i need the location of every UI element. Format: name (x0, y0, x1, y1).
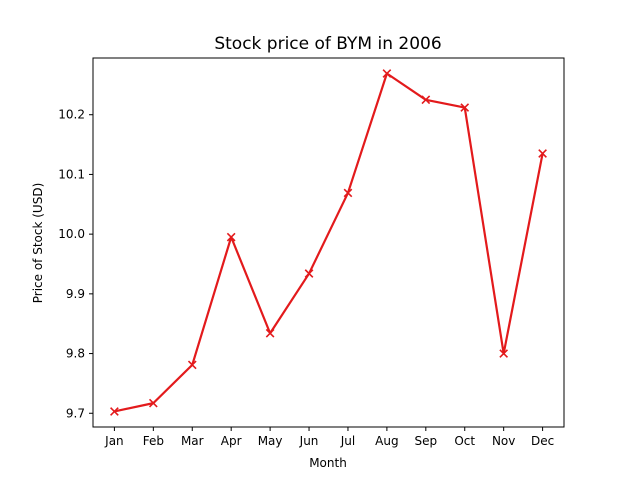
data-point-marker (187, 360, 197, 370)
x-tick-label: Dec (531, 434, 554, 448)
y-tick-label: 10.1 (58, 167, 85, 181)
x-tick-label: Jan (104, 434, 124, 448)
series-layer (110, 69, 547, 416)
plot-frame (92, 57, 565, 428)
x-tick-label: Oct (454, 434, 475, 448)
x-tick-label: May (258, 434, 283, 448)
x-tick-label: Mar (181, 434, 204, 448)
y-axis: 9.7 9.8 9.9 10.0 10.1 10.2 (58, 108, 93, 420)
x-axis-label: Month (309, 456, 347, 470)
data-point-marker (382, 69, 392, 78)
x-tick-label: Nov (492, 434, 515, 448)
x-tick-label: Jul (340, 434, 355, 448)
data-point-marker (538, 149, 547, 158)
data-point-marker (304, 269, 314, 278)
x-tick-label: Jun (299, 434, 319, 448)
chart-title: Stock price of BYM in 2006 (214, 34, 441, 54)
data-point-marker (421, 95, 431, 105)
y-tick-label: 10.2 (58, 108, 85, 122)
data-point-marker (343, 188, 353, 198)
data-point-marker (460, 103, 470, 112)
x-tick-label: Sep (415, 434, 438, 448)
y-tick-label: 10.0 (58, 227, 85, 241)
data-point-marker (148, 398, 158, 408)
series-line (114, 72, 544, 413)
x-tick-label: Aug (375, 434, 398, 448)
plot-area (92, 57, 565, 428)
x-tick-label: Feb (143, 434, 164, 448)
y-tick-label: 9.9 (66, 287, 85, 301)
data-point-marker (226, 232, 236, 242)
x-tick-label: Apr (221, 434, 242, 448)
data-point-marker (110, 407, 119, 416)
data-point-marker (265, 328, 275, 338)
y-tick-label: 9.8 (66, 347, 85, 361)
x-axis: Jan Feb Mar Apr May Jun Jul Aug Sep Oct Nov Dec (104, 427, 554, 448)
y-tick-label: 9.7 (66, 406, 85, 420)
data-point-marker (499, 349, 509, 358)
y-axis-label: Price of Stock (USD) (31, 183, 45, 304)
